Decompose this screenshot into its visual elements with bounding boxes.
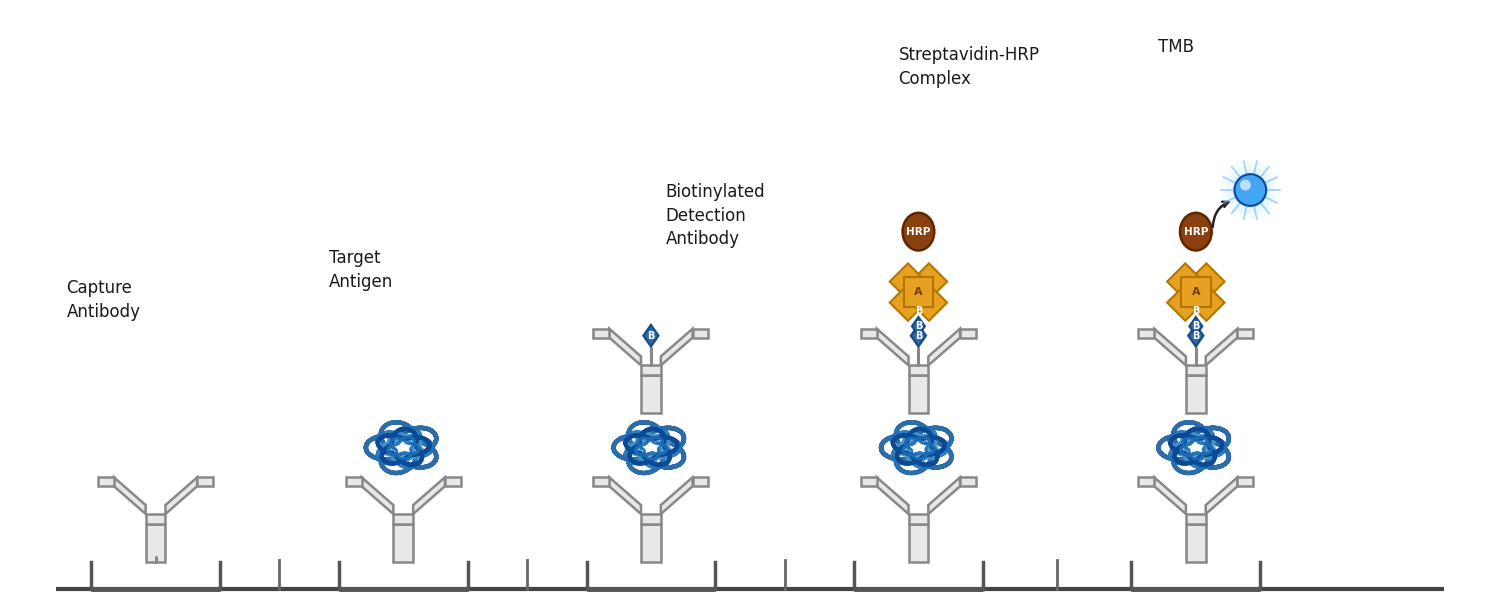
Polygon shape (413, 478, 446, 514)
Polygon shape (1186, 514, 1206, 524)
Polygon shape (165, 478, 196, 514)
Text: Streptavidin-HRP
Complex: Streptavidin-HRP Complex (898, 46, 1040, 88)
Circle shape (1233, 172, 1268, 208)
Polygon shape (861, 478, 877, 486)
Polygon shape (878, 478, 909, 514)
Polygon shape (909, 365, 928, 375)
Polygon shape (662, 329, 693, 365)
Polygon shape (640, 375, 662, 413)
Polygon shape (393, 524, 412, 562)
Polygon shape (114, 478, 146, 514)
Ellipse shape (1180, 213, 1212, 250)
Circle shape (1240, 179, 1251, 191)
Polygon shape (1186, 375, 1206, 413)
Polygon shape (362, 478, 393, 514)
Polygon shape (928, 478, 960, 514)
Circle shape (1221, 160, 1280, 220)
Polygon shape (1186, 283, 1224, 321)
Text: A: A (914, 287, 922, 297)
Text: A: A (1191, 287, 1200, 297)
Text: B: B (1192, 331, 1200, 341)
Polygon shape (98, 478, 114, 486)
Text: Target
Antigen: Target Antigen (328, 250, 393, 291)
Polygon shape (890, 263, 927, 301)
Polygon shape (662, 478, 693, 514)
Text: B: B (1192, 321, 1200, 331)
Text: HRP: HRP (1184, 227, 1208, 236)
Polygon shape (1167, 263, 1204, 301)
Polygon shape (910, 325, 926, 347)
Polygon shape (1154, 329, 1186, 365)
Polygon shape (928, 329, 960, 365)
Polygon shape (1138, 329, 1154, 338)
Polygon shape (146, 514, 165, 524)
Polygon shape (960, 329, 976, 338)
Polygon shape (594, 478, 609, 486)
Polygon shape (909, 283, 946, 321)
Polygon shape (909, 514, 928, 524)
Polygon shape (1186, 524, 1206, 562)
Polygon shape (1206, 329, 1237, 365)
Polygon shape (909, 524, 928, 562)
Polygon shape (909, 263, 946, 301)
Polygon shape (903, 277, 933, 307)
Polygon shape (594, 329, 609, 338)
Text: TMB: TMB (1158, 38, 1194, 56)
Polygon shape (640, 514, 662, 524)
Polygon shape (1186, 263, 1224, 301)
Polygon shape (878, 329, 909, 365)
Polygon shape (609, 478, 640, 514)
Text: B: B (915, 331, 922, 341)
Polygon shape (1167, 283, 1204, 321)
Polygon shape (1238, 329, 1254, 338)
Polygon shape (861, 329, 877, 338)
Text: B: B (1192, 307, 1200, 316)
Polygon shape (1180, 277, 1210, 307)
Text: B: B (915, 307, 922, 316)
Polygon shape (146, 524, 165, 562)
Polygon shape (640, 524, 662, 562)
Polygon shape (1206, 478, 1237, 514)
Polygon shape (1138, 478, 1154, 486)
Text: B: B (915, 321, 922, 331)
Text: B: B (646, 331, 654, 341)
Polygon shape (909, 375, 928, 413)
Polygon shape (196, 478, 213, 486)
Polygon shape (1238, 478, 1254, 486)
Polygon shape (960, 478, 976, 486)
Text: Biotinylated
Detection
Antibody: Biotinylated Detection Antibody (666, 183, 765, 248)
Ellipse shape (903, 213, 934, 250)
Polygon shape (912, 317, 926, 335)
Polygon shape (609, 329, 640, 365)
Polygon shape (1186, 365, 1206, 375)
Text: Capture
Antibody: Capture Antibody (66, 279, 141, 321)
Polygon shape (693, 329, 708, 338)
Polygon shape (1154, 478, 1186, 514)
Polygon shape (640, 365, 662, 375)
Polygon shape (644, 325, 658, 347)
Polygon shape (1188, 325, 1203, 347)
Polygon shape (446, 478, 460, 486)
Polygon shape (346, 478, 362, 486)
Polygon shape (1190, 317, 1203, 335)
Text: HRP: HRP (906, 227, 930, 236)
Circle shape (1227, 166, 1274, 214)
Polygon shape (693, 478, 708, 486)
Polygon shape (393, 514, 412, 524)
Polygon shape (890, 283, 927, 321)
Circle shape (1234, 174, 1266, 206)
